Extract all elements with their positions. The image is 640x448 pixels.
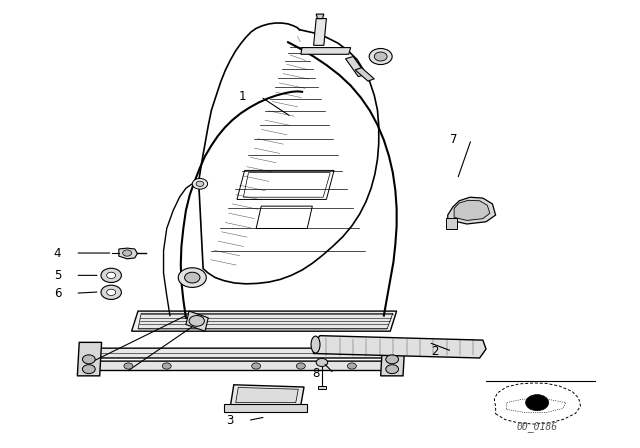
Polygon shape <box>454 200 490 220</box>
Polygon shape <box>314 18 326 45</box>
Text: 3: 3 <box>227 414 234 427</box>
Polygon shape <box>186 311 208 331</box>
Polygon shape <box>447 218 457 229</box>
Circle shape <box>252 363 260 369</box>
Polygon shape <box>301 47 351 54</box>
Circle shape <box>374 52 387 61</box>
Circle shape <box>196 181 204 186</box>
Circle shape <box>83 365 95 374</box>
Polygon shape <box>119 248 138 259</box>
Circle shape <box>189 315 204 326</box>
Polygon shape <box>236 388 298 403</box>
Circle shape <box>124 363 133 369</box>
Polygon shape <box>87 361 396 370</box>
Text: 5: 5 <box>54 269 61 282</box>
Circle shape <box>123 250 132 256</box>
Polygon shape <box>132 311 397 331</box>
Circle shape <box>101 285 122 299</box>
Polygon shape <box>312 336 486 358</box>
Polygon shape <box>318 386 326 389</box>
Circle shape <box>386 365 399 374</box>
Circle shape <box>369 48 392 65</box>
Polygon shape <box>355 68 374 81</box>
Text: 8: 8 <box>312 367 320 380</box>
Text: 6: 6 <box>54 287 61 300</box>
Text: 2: 2 <box>431 345 438 358</box>
Ellipse shape <box>311 336 320 353</box>
Polygon shape <box>138 313 393 329</box>
Text: 00_0186: 00_0186 <box>516 421 557 432</box>
Circle shape <box>101 268 122 283</box>
Text: 4: 4 <box>54 246 61 259</box>
Circle shape <box>184 272 200 283</box>
Circle shape <box>296 363 305 369</box>
Polygon shape <box>346 56 366 77</box>
Circle shape <box>107 272 116 279</box>
Circle shape <box>178 268 206 288</box>
Circle shape <box>316 358 328 366</box>
Circle shape <box>163 363 172 369</box>
Text: 1: 1 <box>239 90 246 103</box>
Circle shape <box>348 363 356 369</box>
Polygon shape <box>448 197 495 224</box>
Circle shape <box>107 289 116 296</box>
Polygon shape <box>90 348 396 358</box>
Circle shape <box>83 355 95 364</box>
Circle shape <box>386 355 399 364</box>
Polygon shape <box>230 385 304 405</box>
Polygon shape <box>316 14 324 18</box>
Polygon shape <box>224 404 307 412</box>
Text: 7: 7 <box>450 133 458 146</box>
Circle shape <box>192 178 207 189</box>
Polygon shape <box>381 342 405 376</box>
Circle shape <box>525 395 548 411</box>
Polygon shape <box>494 383 580 424</box>
Polygon shape <box>77 342 102 376</box>
